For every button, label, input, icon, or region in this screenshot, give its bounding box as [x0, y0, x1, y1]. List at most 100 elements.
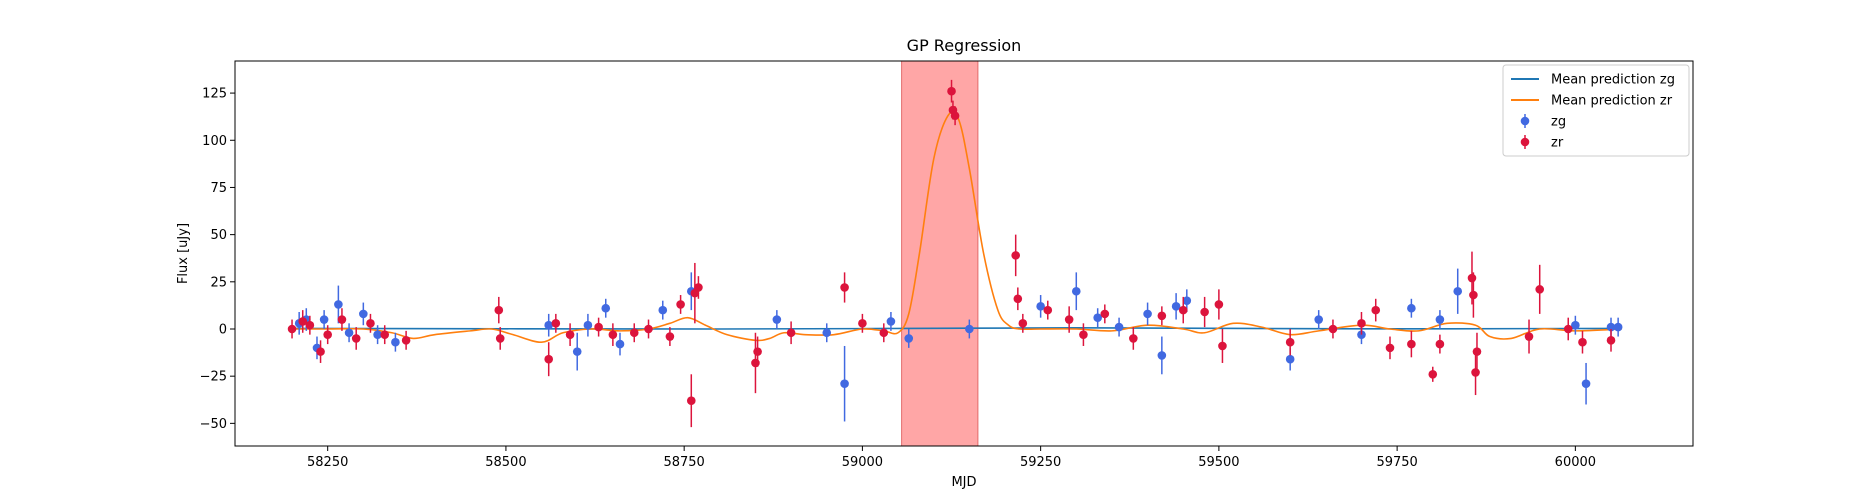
zr-point: [879, 328, 889, 338]
zg-point: [1182, 296, 1192, 305]
zg-point: [1571, 320, 1580, 330]
zg-point: [1606, 322, 1616, 332]
zg-point: [904, 334, 914, 343]
y-tick-label-3: 25: [210, 275, 227, 290]
zr-point: [1524, 332, 1534, 341]
legend-box: [1502, 64, 1690, 157]
zg-point: [601, 303, 611, 313]
x-tick-label-7: 60000: [1555, 455, 1596, 470]
zg-point: [840, 379, 849, 389]
x-tick-label-0: 58250: [307, 455, 348, 470]
y-tick-label-0: −50: [200, 417, 227, 432]
y-tick-label-7: 125: [202, 87, 227, 102]
zr-point: [1011, 251, 1020, 260]
chart-title: GP Regression: [907, 36, 1022, 55]
zr-point: [1218, 341, 1227, 351]
data-point-layer: [287, 79, 1623, 428]
zr-point: [1018, 319, 1028, 328]
zg-point: [1314, 315, 1323, 324]
zr-point: [565, 330, 575, 339]
zr-point: [1385, 343, 1395, 353]
legend-entry-label: zr: [1551, 136, 1564, 151]
zr-point: [644, 324, 653, 334]
zg-point: [1071, 286, 1081, 296]
zg-point: [544, 320, 554, 330]
zg-point: [1093, 313, 1102, 322]
zg-point: [1435, 315, 1445, 324]
legend-entry-label: zg: [1551, 115, 1566, 130]
zr-point: [1013, 294, 1023, 304]
zr-point: [551, 319, 561, 328]
zr-point: [1578, 337, 1587, 347]
zr-point: [858, 319, 867, 328]
zr-point: [840, 283, 849, 292]
axes-layer: 58250 58500 58750 59000 59250 59500 59750 60000…: [200, 87, 1596, 470]
zr-point: [1371, 305, 1381, 315]
zr-point: [1064, 315, 1074, 324]
legend: Mean prediction zg Mean prediction zr zg zr: [1502, 64, 1690, 157]
zr-point: [1435, 339, 1445, 349]
zr-point: [494, 305, 504, 315]
zr-point: [694, 283, 703, 292]
zg-point: [1143, 309, 1152, 319]
zr-point: [287, 324, 297, 334]
highlight-band-layer: [901, 60, 979, 447]
zr-point: [1606, 336, 1616, 345]
zr-point: [1563, 324, 1573, 334]
y-tick-label-1: −25: [200, 370, 227, 385]
zg-point: [658, 305, 668, 315]
zg-point: [965, 324, 974, 334]
zr-point: [1467, 273, 1477, 283]
zr-point: [1535, 285, 1545, 294]
zg-point: [319, 315, 329, 324]
legend-entry-label: Mean prediction zg: [1551, 73, 1675, 88]
zr-point: [1079, 330, 1088, 339]
x-tick-label-3: 59000: [842, 455, 883, 470]
zg-point: [772, 315, 782, 324]
zr-point: [401, 336, 411, 345]
zg-point: [572, 347, 582, 356]
zg-point: [1171, 302, 1181, 311]
zg-point: [1157, 351, 1167, 360]
x-tick-label-6: 59750: [1376, 455, 1417, 470]
zr-point: [594, 322, 603, 332]
zg-point: [1613, 322, 1623, 332]
y-tick-label-4: 50: [210, 228, 227, 243]
zr-point: [1469, 290, 1478, 300]
zr-point: [786, 328, 796, 338]
x-tick-label-2: 58750: [663, 455, 704, 470]
zr-point: [1129, 334, 1138, 343]
zr-point: [1328, 324, 1338, 334]
zr-point: [305, 320, 315, 330]
zr-point: [1100, 309, 1110, 319]
zg-point: [1114, 322, 1124, 332]
zr-point: [1178, 305, 1188, 315]
zr-point: [1472, 347, 1482, 356]
zr-point: [676, 300, 685, 309]
zr-point: [366, 319, 375, 328]
highlight-band: [901, 60, 979, 447]
zg-point: [615, 339, 625, 349]
y-tick-label-2: 0: [219, 322, 227, 337]
zg-point: [1285, 354, 1295, 364]
zr-point: [323, 330, 332, 339]
zr-point: [337, 315, 347, 324]
zg-point: [344, 328, 354, 338]
zr-point: [751, 358, 760, 368]
zr-point: [1214, 300, 1224, 309]
zr-point: [753, 347, 762, 356]
mean-prediction-layer: [292, 110, 1622, 344]
zg-point: [334, 300, 343, 309]
zr-point: [1428, 369, 1438, 379]
zg-point: [1407, 303, 1416, 313]
zg-point: [1453, 286, 1463, 296]
zr-point: [608, 330, 618, 339]
zr-point: [1043, 305, 1053, 315]
mean-line-zr: [292, 110, 1622, 344]
zr-point: [298, 317, 308, 326]
zr-point: [316, 347, 325, 356]
zr-point: [950, 111, 960, 121]
zr-point: [1157, 311, 1167, 321]
zr-point: [686, 396, 696, 406]
